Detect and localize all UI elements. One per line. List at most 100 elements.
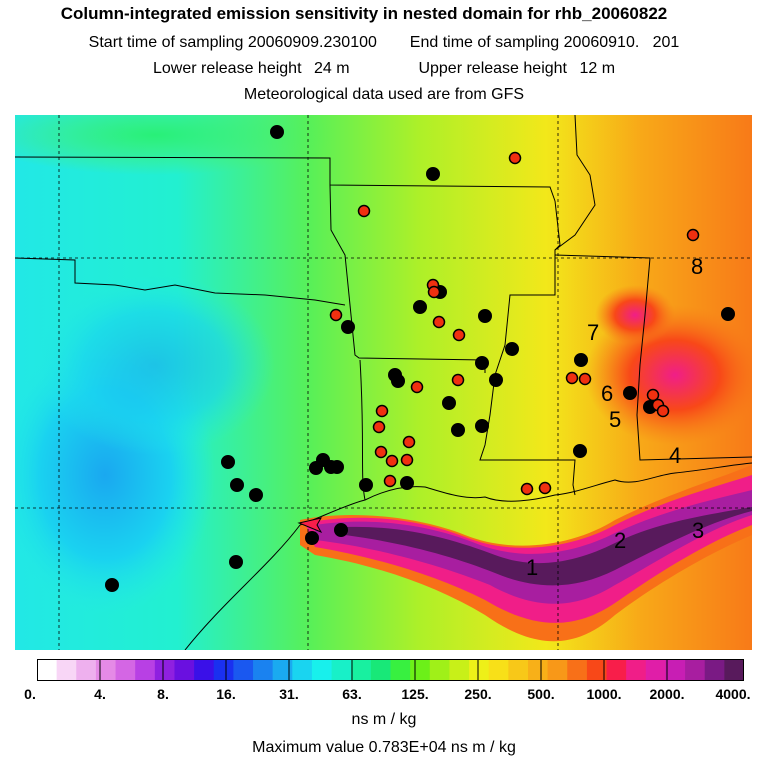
colorbar-tick-label: 8. bbox=[157, 686, 169, 702]
met-data-note: Meteorological data used are from GFS bbox=[243, 86, 525, 103]
station-marker-black bbox=[305, 531, 319, 545]
colorbar-cell bbox=[704, 659, 725, 681]
colorbar-cell bbox=[253, 659, 274, 681]
station-marker-red bbox=[565, 371, 579, 385]
colorbar-cell bbox=[606, 659, 627, 681]
release-heights: Lower release height 24 m Upper release … bbox=[0, 60, 768, 78]
station-marker-black bbox=[230, 478, 244, 492]
colorbar-cell bbox=[547, 659, 568, 681]
map-label-8: 8 bbox=[691, 254, 703, 279]
station-marker-red bbox=[427, 285, 441, 299]
map-label-7: 7 bbox=[587, 320, 599, 345]
colorbar-tick-label: 2000. bbox=[649, 686, 685, 702]
station-marker-black bbox=[229, 555, 243, 569]
station-marker-red bbox=[508, 151, 522, 165]
colorbar-cell bbox=[626, 659, 647, 681]
colorbar-tick-label: 4. bbox=[94, 686, 106, 702]
station-marker-black bbox=[270, 125, 284, 139]
station-marker-red bbox=[646, 388, 660, 402]
station-marker-red bbox=[432, 315, 446, 329]
colorbar-tick-label: 1000. bbox=[586, 686, 622, 702]
colorbar-tick-label: 16. bbox=[216, 686, 236, 702]
station-marker-red bbox=[372, 420, 386, 434]
station-marker-black bbox=[359, 478, 373, 492]
lower-release-label: Lower release height bbox=[152, 60, 302, 77]
colorbar-cell bbox=[469, 659, 490, 681]
station-marker-black bbox=[413, 300, 427, 314]
lower-release-value: 24 m bbox=[313, 60, 350, 77]
colorbar-cell bbox=[488, 659, 509, 681]
colorbar-cell bbox=[37, 659, 58, 681]
colorbar-cell bbox=[56, 659, 77, 681]
colorbar-cell bbox=[292, 659, 313, 681]
colorbar-cell bbox=[527, 659, 549, 681]
colorbar-cell bbox=[685, 659, 706, 681]
colorbar-cell bbox=[135, 659, 156, 681]
station-marker-red bbox=[538, 481, 552, 495]
colorbar-tick-label: 500. bbox=[527, 686, 555, 702]
map-title: Column-integrated emission sensitivity i… bbox=[60, 4, 668, 23]
station-marker-red bbox=[400, 453, 414, 467]
colorbar-units: ns m / kg bbox=[351, 711, 417, 728]
station-marker-black bbox=[475, 356, 489, 370]
station-marker-black bbox=[573, 444, 587, 458]
station-marker-red bbox=[451, 373, 465, 387]
station-marker-red bbox=[452, 328, 466, 342]
colorbar-cell bbox=[429, 659, 450, 681]
station-marker-black bbox=[505, 342, 519, 356]
colorbar-cell bbox=[194, 659, 215, 681]
colorbar-tick-label: 4000. bbox=[715, 686, 751, 702]
colorbar-cell bbox=[370, 659, 391, 681]
colorbar-cell bbox=[390, 659, 411, 681]
station-marker-black bbox=[475, 419, 489, 433]
station-marker-red bbox=[578, 372, 592, 386]
colorbar-cell bbox=[645, 659, 666, 681]
sensitivity-map: 1 2 3 4 5 6 7 8 bbox=[15, 115, 752, 650]
station-marker-black bbox=[334, 523, 348, 537]
station-marker-red bbox=[410, 380, 424, 394]
upper-release-label: Upper release height bbox=[418, 60, 567, 77]
end-time-value: 20060910. 201 bbox=[563, 34, 680, 51]
upper-release-value: 12 m bbox=[579, 60, 616, 77]
colorbar-cell bbox=[508, 659, 529, 681]
colorbar-cell bbox=[115, 659, 136, 681]
map-label-1: 1 bbox=[526, 555, 538, 580]
colorbar-cell bbox=[76, 659, 97, 681]
station-marker-black bbox=[451, 423, 465, 437]
start-time-label: Start time of sampling bbox=[88, 34, 244, 51]
colorbar-cell bbox=[95, 659, 117, 681]
colorbar-cell bbox=[586, 659, 608, 681]
station-marker-red bbox=[383, 474, 397, 488]
maximum-value: Maximum value 0.783E+04 ns m / kg bbox=[252, 739, 516, 756]
colorbar-cell bbox=[174, 659, 195, 681]
colorbar-tick-label: 0. bbox=[24, 686, 36, 702]
colorbar-cell bbox=[665, 659, 686, 681]
colorbar-cell bbox=[154, 659, 175, 681]
station-marker-red bbox=[656, 404, 670, 418]
station-marker-red bbox=[402, 435, 416, 449]
color-bar bbox=[37, 659, 744, 681]
colorbar-cell bbox=[233, 659, 254, 681]
end-time-label: End time of sampling bbox=[409, 34, 560, 51]
station-marker-black bbox=[623, 386, 637, 400]
station-marker-black bbox=[400, 476, 414, 490]
station-marker-black bbox=[574, 353, 588, 367]
station-marker-red bbox=[357, 204, 371, 218]
sampling-times: Start time of sampling 20060909.230100 E… bbox=[0, 34, 768, 52]
colorbar-cell bbox=[410, 659, 431, 681]
station-marker-black bbox=[105, 578, 119, 592]
colorbar-cell bbox=[449, 659, 470, 681]
station-marker-red bbox=[686, 228, 700, 242]
colorbar-tick-label: 63. bbox=[342, 686, 362, 702]
station-marker-red bbox=[374, 445, 388, 459]
start-time-value: 20060909.230100 bbox=[247, 34, 377, 51]
map-label-4: 4 bbox=[669, 443, 681, 468]
station-marker-black bbox=[341, 320, 355, 334]
map-label-2: 2 bbox=[614, 528, 626, 553]
station-marker-black bbox=[489, 373, 503, 387]
colorbar-cell bbox=[213, 659, 234, 681]
colorbar-tick-label: 250. bbox=[464, 686, 492, 702]
map-label-5: 5 bbox=[609, 407, 621, 432]
station-marker-black bbox=[442, 396, 456, 410]
station-marker-red bbox=[385, 454, 399, 468]
